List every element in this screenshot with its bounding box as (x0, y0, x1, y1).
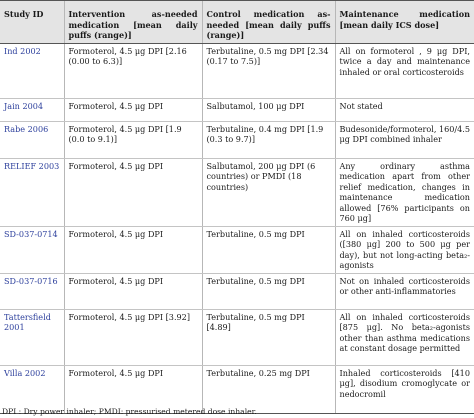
table-row: Villa 2002 Formoterol, 4.5 μg DPI Terbut… (0, 365, 474, 414)
control-cell: Salbutamol, 200 μg DPI (6 countries) or … (201, 158, 335, 227)
control-cell: Terbutaline, 0.5 mg DPI (201, 273, 335, 310)
table-row: RELIEF 2003 Formoterol, 4.5 μg DPI Salbu… (0, 158, 474, 227)
table-footnote: DPI : Dry power inhaler; PMDI: pressuris… (2, 407, 257, 416)
control-cell: Terbutaline, 0.5 mg DPI [4.89] (201, 309, 335, 366)
intervention-cell: Formoterol, 4.5 μg DPI (63, 273, 202, 310)
table-row: Ind 2002 Formoterol, 4.5 μg DPI [2.16 (0… (0, 43, 474, 99)
table-row: SD-037-0714 Formoterol, 4.5 μg DPI Terbu… (0, 226, 474, 274)
header-maintenance: Maintenance medication [mean daily ICS d… (334, 0, 474, 44)
intervention-cell: Formoterol, 4.5 μg DPI [3.92] (63, 309, 202, 366)
intervention-cell: Formoterol, 4.5 μg DPI (63, 98, 202, 122)
header-control: Control medication as-needed [mean daily… (201, 0, 335, 44)
header-row: Study ID Intervention as-needed medicati… (0, 0, 474, 44)
study-id-link[interactable]: Villa 2002 (0, 365, 64, 414)
study-id-link[interactable]: SD-037-0714 (0, 226, 64, 274)
intervention-cell: Formoterol, 4.5 μg DPI [1.9 (0.0 to 9.1)… (63, 121, 202, 159)
header-study-id: Study ID (0, 0, 64, 44)
control-cell: Terbutaline, 0.4 mg DPI [1.9 (0.3 to 9.7… (201, 121, 335, 159)
control-cell: Terbutaline, 0.5 mg DPI [2.34 (0.17 to 7… (201, 43, 335, 99)
intervention-cell: Formoterol, 4.5 μg DPI (63, 226, 202, 274)
maintenance-cell: All on inhaled corticosteroids ([380 μg]… (334, 226, 474, 274)
control-cell: Terbutaline, 0.5 mg DPI (201, 226, 335, 274)
study-id-link[interactable]: Jain 2004 (0, 98, 64, 122)
intervention-cell: Formoterol, 4.5 μg DPI (63, 158, 202, 227)
maintenance-cell: Any ordinary asthma medication apart fro… (334, 158, 474, 227)
table-row: Jain 2004 Formoterol, 4.5 μg DPI Salbuta… (0, 98, 474, 122)
maintenance-cell: Not stated (334, 98, 474, 122)
study-id-link[interactable]: RELIEF 2003 (0, 158, 64, 227)
control-cell: Salbutamol, 100 μg DPI (201, 98, 335, 122)
control-cell: Terbutaline, 0.25 mg DPI (201, 365, 335, 414)
study-id-link[interactable]: Ind 2002 (0, 43, 64, 99)
header-intervention: Intervention as-needed medication [mean … (63, 0, 202, 44)
maintenance-cell: All on formoterol , 9 μg DPI, twice a da… (334, 43, 474, 99)
intervention-cell: Formoterol, 4.5 μg DPI (63, 365, 202, 414)
maintenance-cell: Not on inhaled corticosteroids or other … (334, 273, 474, 310)
table-row: SD-037-0716 Formoterol, 4.5 μg DPI Terbu… (0, 273, 474, 310)
study-id-link[interactable]: Rabe 2006 (0, 121, 64, 159)
intervention-cell: Formoterol, 4.5 μg DPI [2.16 (0.00 to 6.… (63, 43, 202, 99)
maintenance-cell: Inhaled corticosteroids [410 μg], disodi… (334, 365, 474, 414)
table-row: Tattersfield 2001 Formoterol, 4.5 μg DPI… (0, 309, 474, 366)
maintenance-cell: All on inhaled corticosteroids [875 μg].… (334, 309, 474, 366)
table-row: Rabe 2006 Formoterol, 4.5 μg DPI [1.9 (0… (0, 121, 474, 159)
study-id-link[interactable]: Tattersfield 2001 (0, 309, 64, 366)
maintenance-cell: Budesonide/formoterol, 160/4.5 μg DPI co… (334, 121, 474, 159)
study-id-link[interactable]: SD-037-0716 (0, 273, 64, 310)
